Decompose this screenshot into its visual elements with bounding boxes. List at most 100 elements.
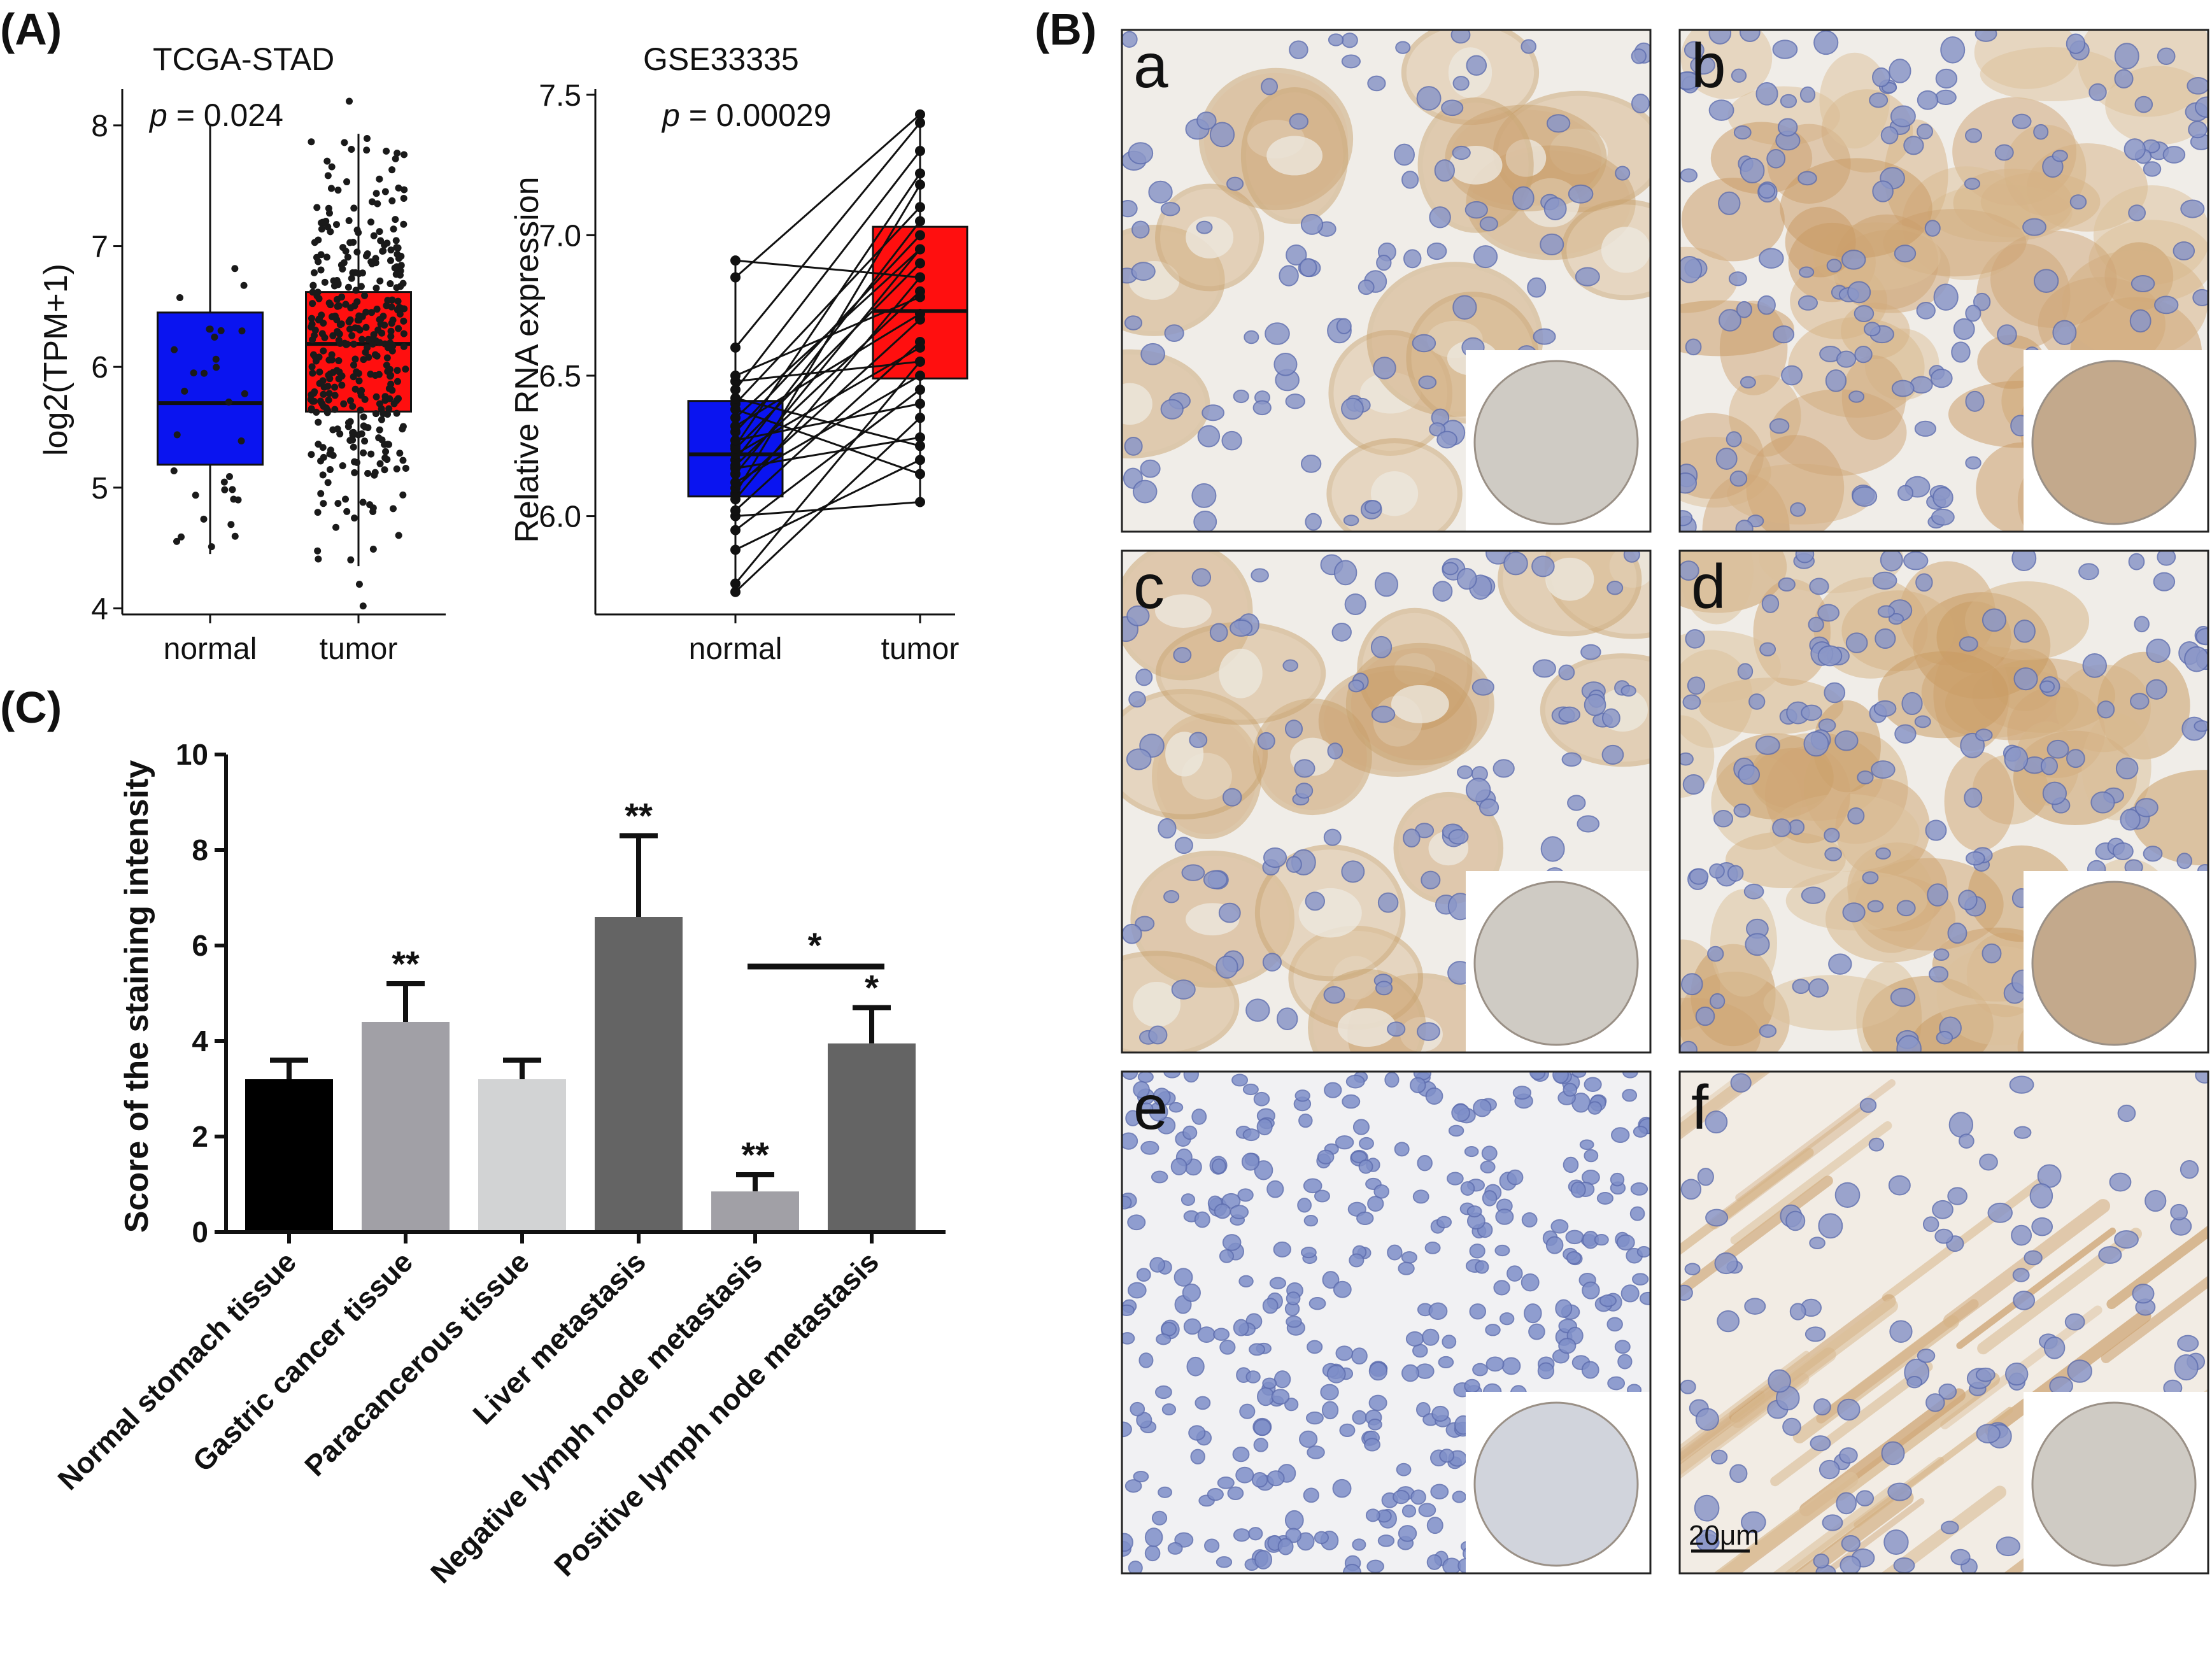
tcga-data-point [363,146,371,154]
nucleus [2112,842,2134,861]
nucleus [1332,1478,1352,1498]
tcga-data-point [395,304,403,311]
ihc-bar [245,1079,333,1232]
nucleus [1758,183,1776,199]
nucleus [1122,1332,1135,1345]
tcga-data-point [373,306,381,313]
nucleus [2098,1246,2122,1264]
nucleus [1163,890,1180,903]
nucleus [1242,1083,1259,1096]
nucleus [1917,1349,1936,1363]
nucleus [1757,295,1776,315]
nucleus [1485,1324,1501,1336]
tcga-data-point [321,278,329,286]
nucleus [1836,1492,1857,1515]
tcga-data-point [381,466,388,474]
nucleus [1286,1291,1301,1306]
nucleus [1339,1423,1356,1438]
nucleus [1568,184,1594,204]
nucleus [1479,798,1499,817]
nucleus [2115,757,2139,780]
ihc-significance-bracket: * [748,925,884,970]
tcga-data-point [399,425,406,433]
nucleus [1387,1021,1406,1037]
nucleus [1364,500,1382,514]
nucleus [1947,922,1967,944]
nucleus [1965,304,1982,322]
tcga-data-point [340,259,348,267]
tcga-x-tick-label: normal [164,632,257,666]
nucleus [1727,865,1744,882]
nucleus [1358,280,1375,295]
nucleus [1249,1343,1266,1356]
nucleus [1736,301,1752,318]
nucleus [1170,1158,1188,1175]
tcga-data-point [316,315,323,323]
gse-pair-line [735,388,921,531]
tcga-data-point [369,545,377,553]
nucleus [1875,847,1891,860]
nucleus [2090,791,2115,814]
tcga-data-point [337,320,345,328]
nucleus [2024,1250,2043,1266]
nucleus [1890,988,1916,1007]
tcga-data-point [394,297,402,305]
nucleus [1284,1510,1304,1531]
micrograph-f: f 20μm [1678,1070,2209,1575]
ihc-significance-mark: * [865,968,879,1008]
nucleus [1122,1533,1133,1552]
nucleus [1233,1528,1251,1542]
nucleus [1733,125,1752,140]
tcga-data-point [325,390,333,397]
gse-pair-line [735,501,921,518]
nucleus [1894,244,1917,263]
nucleus [1837,1398,1861,1421]
nucleus [1341,860,1365,883]
nucleus [1395,41,1411,54]
nucleus [1801,704,1822,721]
nucleus [1808,978,1829,998]
nucleus [1412,334,1436,353]
tcga-data-point [328,356,336,364]
nucleus [1873,700,1897,717]
nucleus [2177,1335,2199,1352]
nucleus [1387,1244,1403,1261]
nucleus [1818,1213,1843,1239]
tcga-x-tick-label: tumor [320,632,398,666]
tcga-data-point [328,163,336,171]
nucleus [1140,1140,1159,1155]
tcga-data-point [229,486,236,493]
nucleus [2033,269,2059,294]
nucleus [1782,1417,1801,1436]
nucleus [1216,1556,1233,1568]
tcga-data-point [334,280,342,287]
tcga-data-point [385,405,393,413]
nucleus [1140,459,1161,478]
nucleus [1447,1172,1464,1186]
nucleus [1587,1101,1602,1115]
nucleus [2128,553,2145,570]
nucleus [1384,1072,1400,1088]
nucleus [1685,629,1705,649]
nucleus [1289,113,1309,130]
nucleus [1124,436,1143,456]
tcga-data-point [310,269,318,276]
nucleus [1160,202,1180,216]
nucleus [1299,258,1317,278]
nucleus [1286,1315,1302,1328]
panel-label-c: (C) [0,683,62,732]
tcga-data-point [217,327,225,334]
nucleus [1122,1195,1132,1210]
tcga-data-point [388,197,396,204]
tcga-data-point [393,244,401,252]
panel-label-b: (B) [1035,4,1096,54]
nucleus [1975,728,1993,742]
nucleus [1323,986,1345,1004]
nucleus [1460,1181,1475,1196]
nucleus [1947,1187,1967,1205]
nucleus [1580,644,1601,660]
nucleus [1341,54,1361,69]
nucleus [1507,1169,1524,1186]
nucleus [1579,1139,1594,1151]
nucleus [1303,1215,1319,1227]
